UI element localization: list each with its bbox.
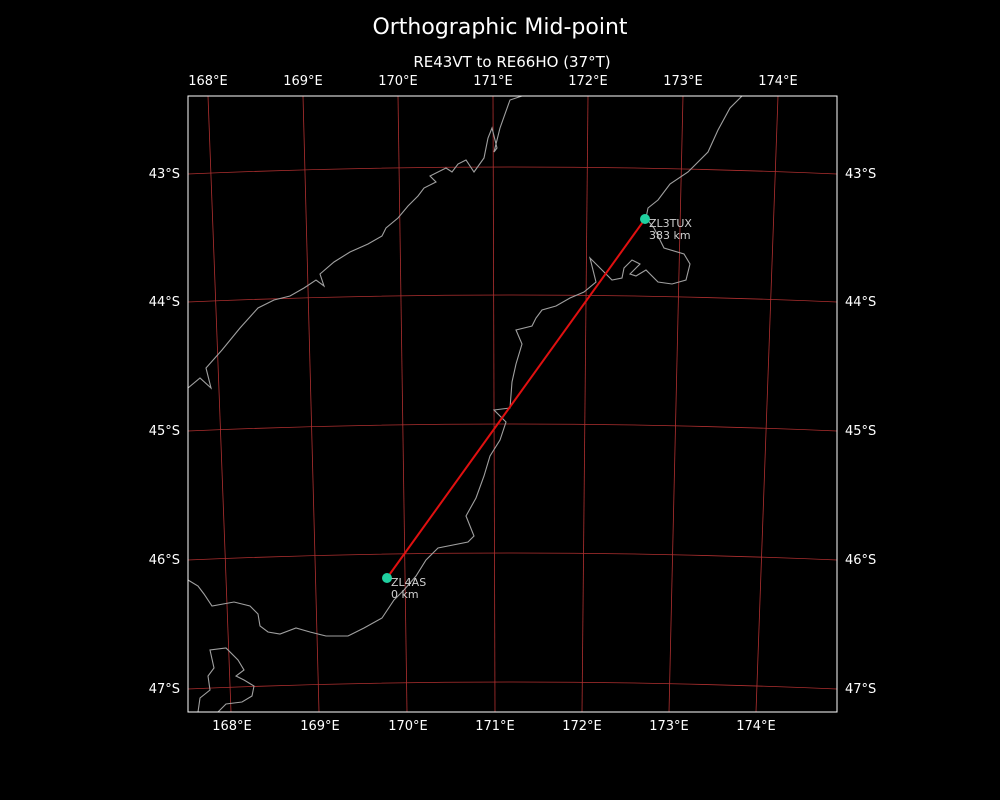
bottom-lon-tick-label: 173°E <box>649 719 689 734</box>
graticule <box>187 95 838 713</box>
end-station-marker[interactable] <box>640 214 650 224</box>
meridian-line-172 <box>581 95 589 713</box>
bottom-lon-tick-label: 172°E <box>562 719 602 734</box>
top-lon-tick-label: 171°E <box>473 74 513 89</box>
right-lat-tick-label: 43°S <box>845 167 876 182</box>
meridian-line-174 <box>755 95 779 713</box>
great-circle-path <box>386 218 646 579</box>
left-lat-tick-label: 44°S <box>149 295 180 310</box>
left-lat-tick-label: 47°S <box>149 682 180 697</box>
bottom-longitude-labels: 168°E 169°E 170°E 171°E 172°E 173°E 174°… <box>212 719 776 734</box>
left-lat-tick-label: 46°S <box>149 553 180 568</box>
map-title: Orthographic Mid-point <box>372 15 627 40</box>
stewart-island-coastline <box>197 647 255 713</box>
bottom-lon-tick-label: 171°E <box>475 719 515 734</box>
start-station-distance: 0 km <box>391 588 419 601</box>
top-lon-tick-label: 169°E <box>283 74 323 89</box>
meridian-line-173 <box>668 95 684 713</box>
top-lon-tick-label: 174°E <box>758 74 798 89</box>
top-lon-tick-label: 172°E <box>568 74 608 89</box>
bottom-lon-tick-label: 170°E <box>388 719 428 734</box>
meridian-line-168 <box>207 95 232 713</box>
end-station-distance: 383 km <box>649 229 691 242</box>
right-lat-tick-label: 44°S <box>845 295 876 310</box>
great-circle-path-group: ZL4AS 0 km ZL3TUX 383 km <box>382 214 692 601</box>
meridian-line-170 <box>397 95 408 713</box>
meridian-line-169 <box>302 95 320 713</box>
right-lat-tick-label: 47°S <box>845 682 876 697</box>
start-station-marker[interactable] <box>382 573 392 583</box>
end-station-callsign: ZL3TUX <box>649 217 692 230</box>
left-latitude-labels: 43°S 44°S 45°S 46°S 47°S <box>149 167 180 697</box>
top-longitude-labels: 168°E 169°E 170°E 171°E 172°E 173°E 174°… <box>188 74 798 89</box>
parallel-line-46 <box>187 552 838 561</box>
map-area: ZL4AS 0 km ZL3TUX 383 km <box>187 95 838 713</box>
right-lat-tick-label: 45°S <box>845 424 876 439</box>
bottom-lon-tick-label: 174°E <box>736 719 776 734</box>
bottom-lon-tick-label: 169°E <box>300 719 340 734</box>
parallel-line-47 <box>187 681 838 690</box>
map-subtitle: RE43VT to RE66HO (37°T) <box>413 53 610 71</box>
bottom-lon-tick-label: 168°E <box>212 719 252 734</box>
meridian-line-171 <box>492 95 496 713</box>
parallel-line-43 <box>187 166 838 175</box>
west-coastline <box>187 95 523 390</box>
coastline <box>187 95 743 713</box>
top-lon-tick-label: 173°E <box>663 74 703 89</box>
map-frame <box>187 95 838 713</box>
right-latitude-labels: 43°S 44°S 45°S 46°S 47°S <box>845 167 876 697</box>
parallel-line-45 <box>187 423 838 432</box>
east-coastline <box>187 95 743 637</box>
top-lon-tick-label: 170°E <box>378 74 418 89</box>
top-lon-tick-label: 168°E <box>188 74 228 89</box>
left-lat-tick-label: 45°S <box>149 424 180 439</box>
right-lat-tick-label: 46°S <box>845 553 876 568</box>
start-station-callsign: ZL4AS <box>391 576 426 589</box>
left-lat-tick-label: 43°S <box>149 167 180 182</box>
